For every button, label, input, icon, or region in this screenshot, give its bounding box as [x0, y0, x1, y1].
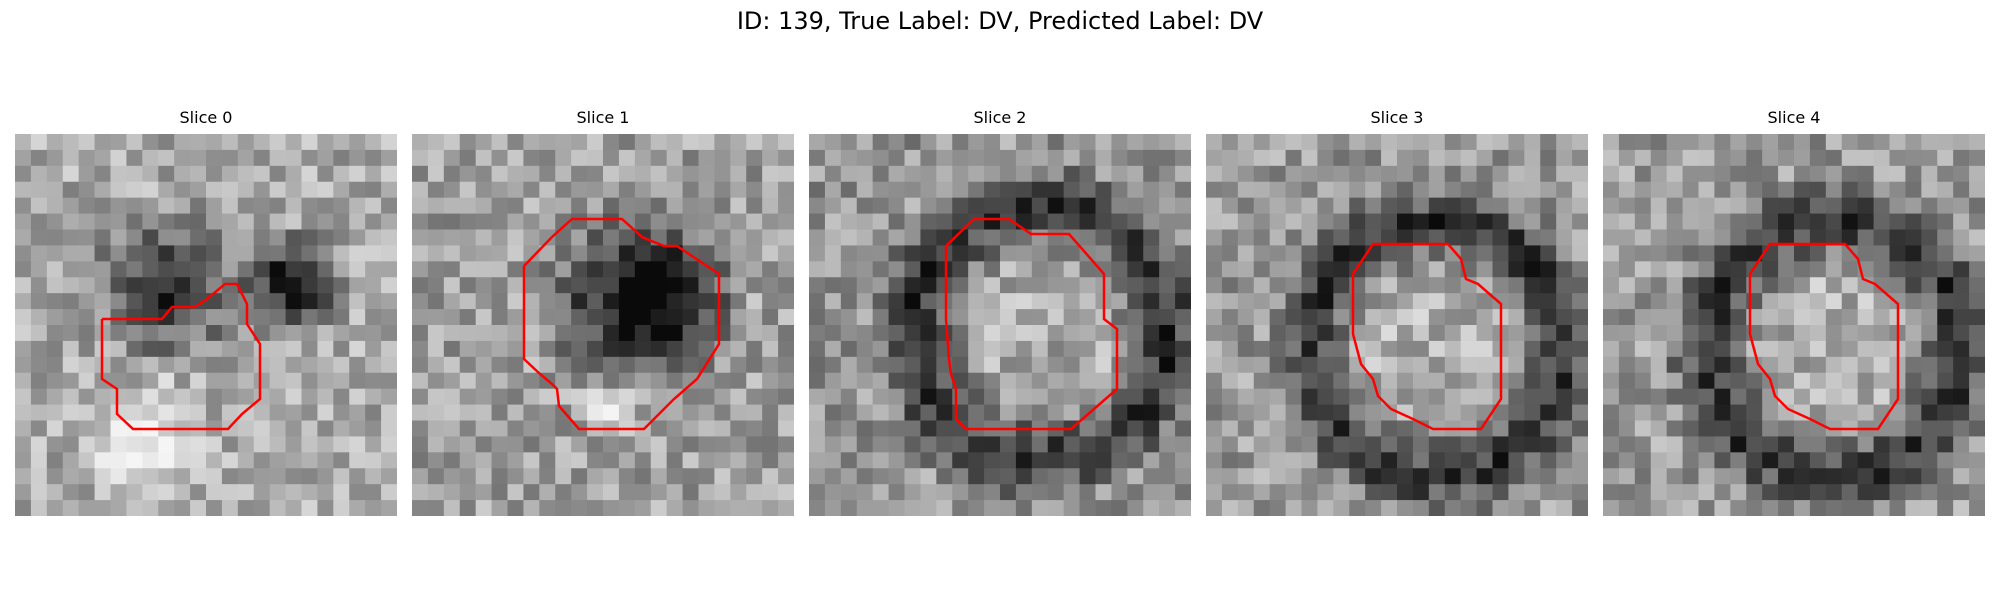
slice-image-svg — [412, 134, 794, 516]
slice-title: Slice 0 — [179, 108, 233, 127]
pixel-grid — [809, 134, 1191, 516]
slice-panel-3: Slice 3 — [1206, 108, 1588, 516]
figure-title: ID: 139, True Label: DV, Predicted Label… — [736, 7, 1264, 35]
grayscale-slice-image — [1206, 134, 1588, 516]
slice-panel-4: Slice 4 — [1603, 108, 1985, 516]
pixel-grid — [412, 134, 794, 516]
segmentation-contour — [1748, 242, 1900, 431]
slice-panel-1: Slice 1 — [412, 108, 794, 516]
grayscale-slice-image — [15, 134, 397, 516]
slice-title: Slice 4 — [1767, 108, 1821, 127]
segmentation-contour — [522, 217, 721, 431]
slice-panel-2: Slice 2 — [809, 108, 1191, 516]
segmentation-contour — [1351, 242, 1503, 431]
pixel-grid — [1206, 134, 1588, 516]
slice-image-svg — [15, 134, 397, 516]
slice-title: Slice 1 — [576, 108, 630, 127]
pixel-grid — [15, 134, 397, 516]
slice-image-svg — [1206, 134, 1588, 516]
slice-panel-0: Slice 0 — [15, 108, 397, 516]
slice-image-svg — [809, 134, 1191, 516]
pixel-grid — [1603, 134, 1985, 516]
slice-title: Slice 3 — [1370, 108, 1424, 127]
slice-title: Slice 2 — [973, 108, 1027, 127]
grayscale-slice-image — [809, 134, 1191, 516]
slice-image-svg — [1603, 134, 1985, 516]
segmentation-contour — [944, 217, 1119, 431]
segmentation-contour — [100, 282, 262, 431]
grayscale-slice-image — [1603, 134, 1985, 516]
grayscale-slice-image — [412, 134, 794, 516]
